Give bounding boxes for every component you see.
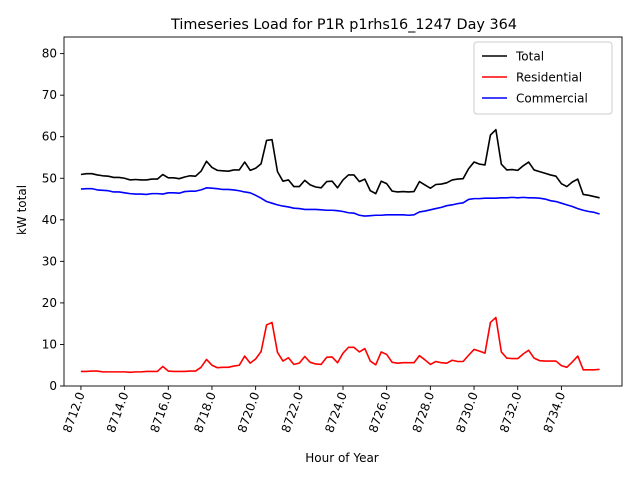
- series-layer: [80, 128, 600, 374]
- y-tick-label: 0: [49, 379, 57, 393]
- y-tick-label: 60: [42, 130, 57, 144]
- legend-label-commercial: Commercial: [516, 92, 588, 106]
- y-tick-label: 70: [42, 88, 57, 102]
- y-tick-label: 20: [42, 296, 57, 310]
- series-line-residential: [80, 316, 600, 374]
- y-tick-label: 80: [42, 47, 57, 61]
- legend: Total Residential Commercial: [473, 41, 613, 115]
- chart-title: Timeseries Load for P1R p1rhs16_1247 Day…: [170, 17, 517, 33]
- y-tick-label: 40: [42, 213, 57, 227]
- y-axis-label: kW total: [15, 185, 29, 235]
- y-tick-label: 30: [42, 254, 57, 268]
- x-axis-label: Hour of Year: [305, 451, 379, 465]
- series-line-commercial: [80, 187, 600, 217]
- legend-label-residential: Residential: [516, 71, 582, 85]
- y-tick-label: 10: [42, 337, 57, 351]
- series-line-total: [80, 128, 600, 199]
- legend-label-total: Total: [515, 50, 544, 64]
- y-tick-label: 50: [42, 171, 57, 185]
- legend-box: [473, 41, 613, 115]
